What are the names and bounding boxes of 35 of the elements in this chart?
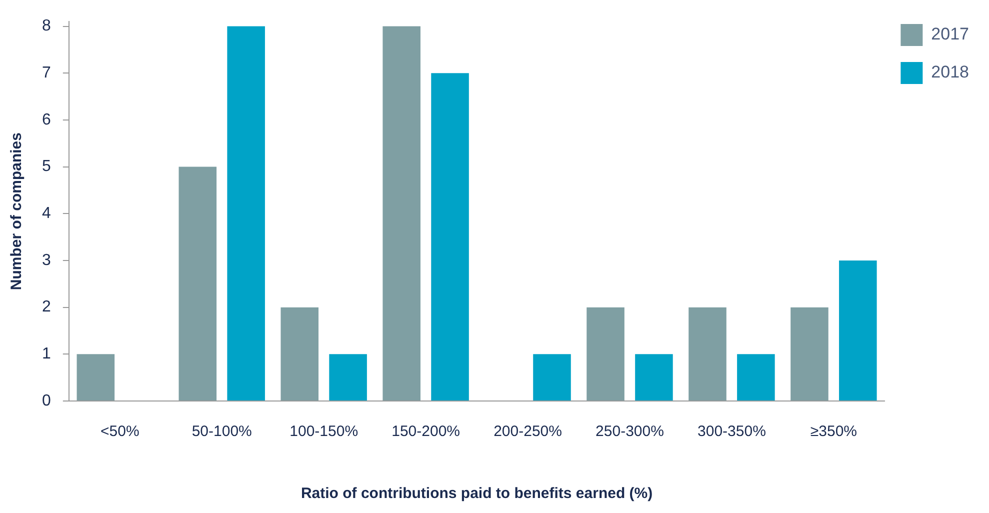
bar (533, 354, 571, 400)
bar (586, 307, 624, 400)
y-tick-label: 6 (42, 111, 51, 128)
bar (76, 354, 115, 400)
y-tick-label: 5 (42, 158, 51, 176)
y-tick-label: 2 (42, 298, 51, 316)
y-tick-label: 8 (42, 18, 51, 35)
x-tick-label: 100-150% (290, 423, 358, 440)
y-tick-label: 4 (42, 205, 51, 222)
x-tick-label: ≥350% (810, 423, 857, 440)
y-axis-title: Number of companies (8, 132, 26, 290)
x-axis-title: Ratio of contributions paid to benefits earned (%) (300, 485, 653, 502)
x-tick-label: 200-250% (494, 423, 562, 440)
x-tick-label: <50% (100, 423, 140, 440)
bar (790, 307, 828, 400)
bar (635, 354, 673, 400)
x-tick-label: 300-350% (698, 423, 766, 440)
bar (227, 26, 265, 400)
y-tick-label: 0 (42, 392, 51, 410)
y-tick-label: 1 (42, 346, 51, 363)
x-tick-label: 50-100% (192, 423, 252, 440)
bar (329, 354, 367, 400)
bar (839, 260, 877, 400)
legend-label: 2017 (931, 24, 970, 44)
x-tick-label: 150-200% (392, 423, 460, 440)
y-tick-label: 7 (42, 64, 51, 82)
legend-label: 2018 (931, 62, 970, 82)
bar (688, 307, 726, 400)
bar (280, 307, 319, 400)
bar (737, 354, 775, 400)
bar (382, 26, 420, 400)
bar (431, 73, 469, 400)
y-tick-label: 3 (42, 252, 51, 269)
x-tick-label: 250-300% (596, 423, 664, 440)
bar (178, 166, 217, 400)
